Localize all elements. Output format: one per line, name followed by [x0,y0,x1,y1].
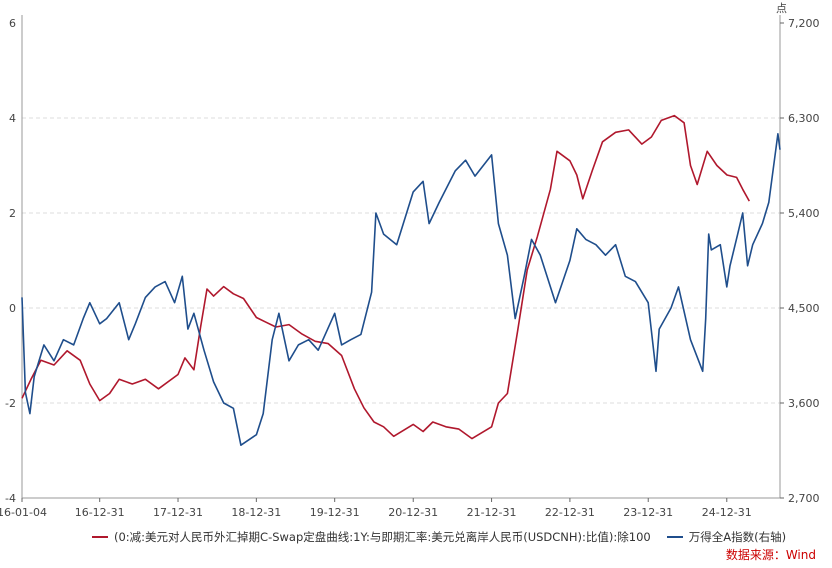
left-tick-label: -4 [5,492,16,505]
series-layer [21,114,781,446]
right-tick-label: 3,600 [788,397,820,410]
right-tick-label: 6,300 [788,112,820,125]
axes [21,15,781,499]
legend-swatch-swap [92,536,108,538]
x-tick-label: 19-12-31 [310,506,360,519]
grid-lines [22,117,780,404]
x-tick-label: 23-12-31 [623,506,673,519]
right-tick-label: 7,200 [788,17,820,30]
data-source-note: 数据来源：Wind [725,548,816,562]
series-line-wind-a [21,133,781,446]
legend-swatch-wind-a [666,536,683,538]
legend-label-wind-a: 万得全A指数(右轴) [688,530,787,544]
x-tick-label: 20-12-31 [388,506,438,519]
right-tick-label: 2,700 [788,492,820,505]
left-axis-ticks: -4 -2 0 2 4 6 [5,17,16,505]
x-tick-label: 18-12-31 [231,506,281,519]
legend-item-wind-a: 万得全A指数(右轴) [666,529,787,545]
left-tick-label: 0 [9,302,16,315]
x-tick-label: 24-12-31 [702,506,752,519]
x-tick-label: 21-12-31 [467,506,517,519]
right-axis-ticks: 2,700 3,600 4,500 5,400 6,300 7,200 [780,17,820,505]
left-tick-label: 2 [9,207,16,220]
legend: (0:减:美元对人民币外汇掉期C-Swap定盘曲线:1Y:与即期汇率:美元兑离岸… [92,528,786,546]
left-tick-label: -2 [5,397,16,410]
right-tick-label: 5,400 [788,207,820,220]
series-line-swap [21,114,750,440]
x-tick-label: 16-12-31 [75,506,125,519]
x-tick-label: 17-12-31 [153,506,203,519]
left-tick-label: 6 [9,17,16,30]
right-axis-unit: 点 [776,2,787,15]
left-tick-label: 4 [9,112,16,125]
x-tick-label: 22-12-31 [545,506,595,519]
right-tick-label: 4,500 [788,302,820,315]
x-tick-label: 16-01-04 [0,506,47,519]
x-axis-ticks: 16-01-04 16-12-31 17-12-31 18-12-31 19-12-31… [0,498,752,519]
legend-label-swap: (0:减:美元对人民币外汇掉期C-Swap定盘曲线:1Y:与即期汇率:美元兑离岸… [114,530,651,544]
legend-item-swap: (0:减:美元对人民币外汇掉期C-Swap定盘曲线:1Y:与即期汇率:美元兑离岸… [92,529,651,545]
